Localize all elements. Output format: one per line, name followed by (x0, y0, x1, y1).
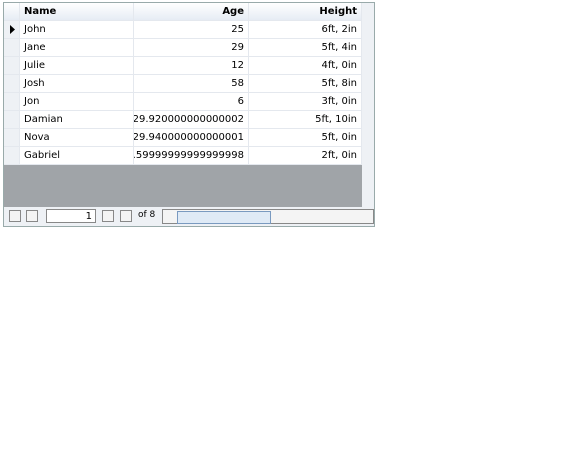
grid-row: Josh 58 5ft, 8in (4, 75, 362, 93)
data-grid: 1 of 8 NameAgeHeight0102030405060700ft, … (3, 2, 375, 227)
grid-row: 0102030405060700ft, 0in1ft, 8in3ft, 3in4… (4, 21, 362, 39)
grid-cell: Josh (20, 75, 134, 92)
grid-cell: John (20, 21, 134, 38)
column-header: Age (134, 3, 249, 20)
page-input[interactable]: 1 (46, 209, 96, 223)
column-header: Height (249, 3, 362, 20)
grid-cell: 29.940000000000001 (134, 129, 249, 146)
row-header (4, 129, 20, 146)
row-header (4, 3, 20, 20)
grid-cell: 5ft, 4in (249, 39, 362, 56)
next-button[interactable] (102, 210, 114, 222)
first-button[interactable] (9, 210, 21, 222)
grid-row: Gabriel 0.59999999999999998 2ft, 0in (4, 147, 362, 165)
grid-cell: 29.920000000000002 (134, 111, 249, 128)
v-scroll-area (362, 3, 374, 207)
grid-cell: 25 (134, 21, 249, 38)
grid-cell: 5ft, 8in (249, 75, 362, 92)
grid-cell: Nova (20, 129, 134, 146)
header-row: Name Age Height (4, 3, 362, 21)
row-header: 0102030405060700ft, 0in1ft, 8in3ft, 3in4… (4, 21, 20, 38)
page-count: of 8 (138, 210, 156, 220)
grid-cell: Gabriel (20, 147, 134, 164)
row-header (4, 147, 20, 164)
row-header (4, 111, 20, 128)
column-header: Name (20, 3, 134, 20)
row-header (4, 93, 20, 110)
grid-cell: 4ft, 0in (249, 57, 362, 74)
grid-cell: Damian (20, 111, 134, 128)
grid-cell: Julie (20, 57, 134, 74)
grid-cell: 5ft, 10in (249, 111, 362, 128)
grid-row: Julie 12 4ft, 0in (4, 57, 362, 75)
row-header (4, 57, 20, 74)
grid-row: Damian 29.920000000000002 5ft, 10in (4, 111, 362, 129)
grid-cell: Jon (20, 93, 134, 110)
grid-row: Nova 29.940000000000001 5ft, 0in (4, 129, 362, 147)
grid-cell: 2ft, 0in (249, 147, 362, 164)
grid-cell: 6 (134, 93, 249, 110)
grid-cell: Jane (20, 39, 134, 56)
grid-row: Jon 6 3ft, 0in (4, 93, 362, 111)
last-button[interactable] (120, 210, 132, 222)
pager: 1 of 8 (4, 207, 374, 226)
scroll-thumb[interactable] (177, 211, 271, 224)
grid-cell: 29 (134, 39, 249, 56)
prev-button[interactable] (26, 210, 38, 222)
grid-cell: 12 (134, 57, 249, 74)
grid-cell: 5ft, 0in (249, 129, 362, 146)
row-header (4, 75, 20, 92)
h-scrollbar[interactable] (162, 209, 374, 224)
grid-cell: 0.59999999999999998 (134, 147, 249, 164)
grid-cell: 58 (134, 75, 249, 92)
row-header (4, 39, 20, 56)
grid-cell: 3ft, 0in (249, 93, 362, 110)
grid-cell: 6ft, 2in (249, 21, 362, 38)
grid-row: Jane 29 5ft, 4in (4, 39, 362, 57)
